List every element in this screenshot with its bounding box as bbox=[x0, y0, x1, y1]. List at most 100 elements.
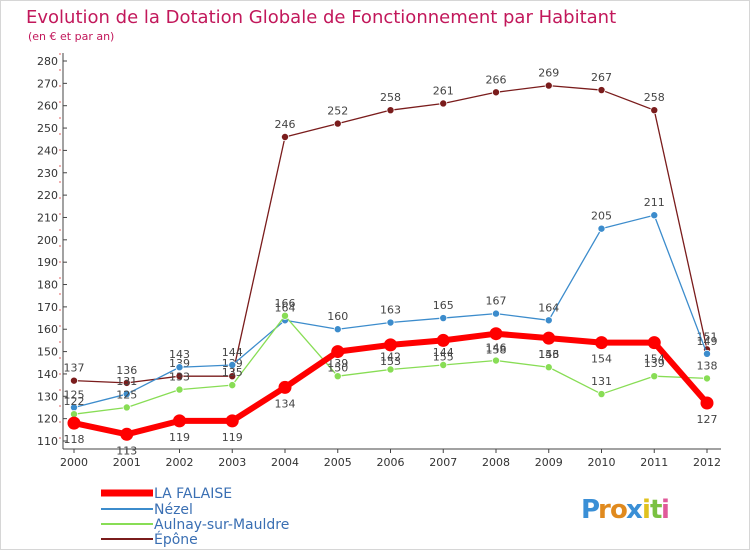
series-line bbox=[73, 84, 708, 384]
data-label: 122 bbox=[64, 395, 85, 408]
data-point bbox=[386, 106, 395, 115]
x-tick-label: 2002 bbox=[166, 456, 194, 469]
y-tick-label: 270 bbox=[37, 77, 58, 90]
data-label: 164 bbox=[538, 301, 559, 314]
data-point bbox=[439, 99, 448, 108]
data-point bbox=[647, 336, 661, 350]
legend-item: LA FALAISE bbox=[101, 486, 232, 502]
data-label: 135 bbox=[222, 366, 243, 379]
data-label: 144 bbox=[433, 346, 454, 359]
legend-label: Aulnay-sur-Mauldre bbox=[154, 517, 289, 533]
data-label: 261 bbox=[433, 84, 454, 97]
data-point bbox=[67, 416, 81, 430]
data-label: 146 bbox=[486, 342, 507, 355]
data-point bbox=[280, 132, 289, 141]
data-point bbox=[597, 86, 606, 95]
data-point bbox=[544, 316, 553, 325]
y-tick-label: 220 bbox=[37, 189, 58, 202]
y-tick-label: 240 bbox=[37, 144, 58, 157]
data-point bbox=[122, 403, 131, 412]
legend-label: Épône bbox=[154, 531, 198, 548]
y-tick-label: 230 bbox=[37, 167, 58, 180]
data-point bbox=[597, 390, 606, 399]
data-label: 246 bbox=[275, 118, 296, 131]
logo-letter: r bbox=[598, 495, 611, 525]
data-point bbox=[595, 336, 608, 350]
data-point bbox=[228, 372, 237, 381]
data-point bbox=[597, 224, 606, 233]
y-tick-label: 200 bbox=[37, 234, 58, 247]
data-point bbox=[489, 327, 503, 341]
data-label: 137 bbox=[64, 362, 85, 375]
data-label: 154 bbox=[591, 353, 612, 366]
y-tick-label: 190 bbox=[37, 256, 58, 269]
y-tick-label: 250 bbox=[37, 122, 58, 135]
data-label: 143 bbox=[538, 348, 559, 361]
logo-letter: o bbox=[610, 495, 628, 525]
x-tick-label: 2011 bbox=[640, 456, 668, 469]
data-label: 258 bbox=[380, 91, 401, 104]
data-label: 149 bbox=[697, 335, 718, 348]
logo-letter: t bbox=[650, 495, 662, 525]
data-label: 118 bbox=[64, 433, 85, 446]
data-label: 119 bbox=[222, 431, 243, 444]
data-label: 153 bbox=[380, 355, 401, 368]
y-tick-label: 140 bbox=[37, 368, 58, 381]
data-label: 258 bbox=[644, 91, 665, 104]
data-point bbox=[70, 376, 79, 385]
data-point bbox=[436, 333, 450, 347]
data-point bbox=[278, 380, 292, 394]
data-label: 142 bbox=[380, 350, 401, 363]
data-point bbox=[700, 396, 714, 410]
chart-subtitle: (en € et par an) bbox=[28, 30, 114, 43]
y-tick-label: 280 bbox=[37, 55, 58, 68]
data-label: 125 bbox=[116, 388, 137, 401]
chart-title: Evolution de la Dotation Globale de Fonc… bbox=[26, 7, 616, 28]
x-tick-label: 2006 bbox=[377, 456, 405, 469]
data-point bbox=[333, 325, 342, 334]
logo-letter: i bbox=[642, 495, 651, 525]
data-label: 113 bbox=[116, 444, 137, 457]
axes: 110 120 130 140 150 160 170 180 190 200 210 220 230 2… bbox=[37, 53, 721, 469]
data-label: 144 bbox=[222, 346, 243, 359]
data-label: 150 bbox=[327, 362, 348, 375]
series-la-falaise: 118 113 119 119 134 150 153 155 158 156 154 154 127 bbox=[64, 327, 718, 457]
data-point bbox=[544, 363, 553, 372]
data-label: 133 bbox=[169, 371, 190, 384]
data-label: 154 bbox=[644, 353, 665, 366]
data-label: 136 bbox=[116, 364, 137, 377]
data-point bbox=[120, 427, 134, 441]
data-point bbox=[650, 372, 659, 381]
data-label: 163 bbox=[380, 304, 401, 317]
x-tick-label: 2010 bbox=[588, 456, 616, 469]
data-label: 205 bbox=[591, 210, 612, 223]
x-tick-label: 2007 bbox=[429, 456, 457, 469]
data-point bbox=[650, 106, 659, 115]
data-label: 127 bbox=[697, 413, 718, 426]
data-point bbox=[225, 414, 239, 428]
data-label: 266 bbox=[486, 73, 507, 86]
x-tick-label: 2003 bbox=[218, 456, 246, 469]
y-tick-label: 110 bbox=[37, 435, 58, 448]
data-point bbox=[280, 311, 289, 320]
data-point bbox=[122, 378, 131, 387]
y-tick-label: 260 bbox=[37, 100, 58, 113]
data-label: 160 bbox=[327, 310, 348, 323]
y-tick-label: 180 bbox=[37, 279, 58, 292]
data-label: 138 bbox=[697, 359, 718, 372]
data-point bbox=[173, 414, 186, 428]
data-point bbox=[175, 385, 184, 394]
data-label: 143 bbox=[169, 348, 190, 361]
y-tick-label: 130 bbox=[37, 390, 58, 403]
x-tick-label: 2004 bbox=[271, 456, 299, 469]
data-point bbox=[175, 363, 184, 372]
data-label: 155 bbox=[433, 350, 454, 363]
data-label: 119 bbox=[169, 431, 190, 444]
logo-letter: i bbox=[661, 495, 670, 525]
data-point bbox=[544, 81, 553, 90]
logo-letter: x bbox=[626, 495, 643, 525]
data-point bbox=[228, 360, 237, 369]
y-tick-label: 120 bbox=[37, 413, 58, 426]
data-label: 131 bbox=[116, 375, 137, 388]
